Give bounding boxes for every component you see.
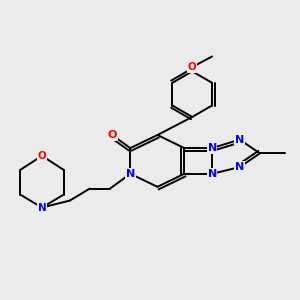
- Text: N: N: [235, 162, 244, 172]
- Text: N: N: [126, 169, 135, 179]
- Text: O: O: [108, 130, 117, 140]
- Text: O: O: [38, 151, 46, 161]
- Text: N: N: [208, 143, 217, 153]
- Text: N: N: [235, 135, 244, 145]
- Text: N: N: [38, 202, 46, 213]
- Text: N: N: [208, 169, 217, 179]
- Text: O: O: [188, 62, 197, 72]
